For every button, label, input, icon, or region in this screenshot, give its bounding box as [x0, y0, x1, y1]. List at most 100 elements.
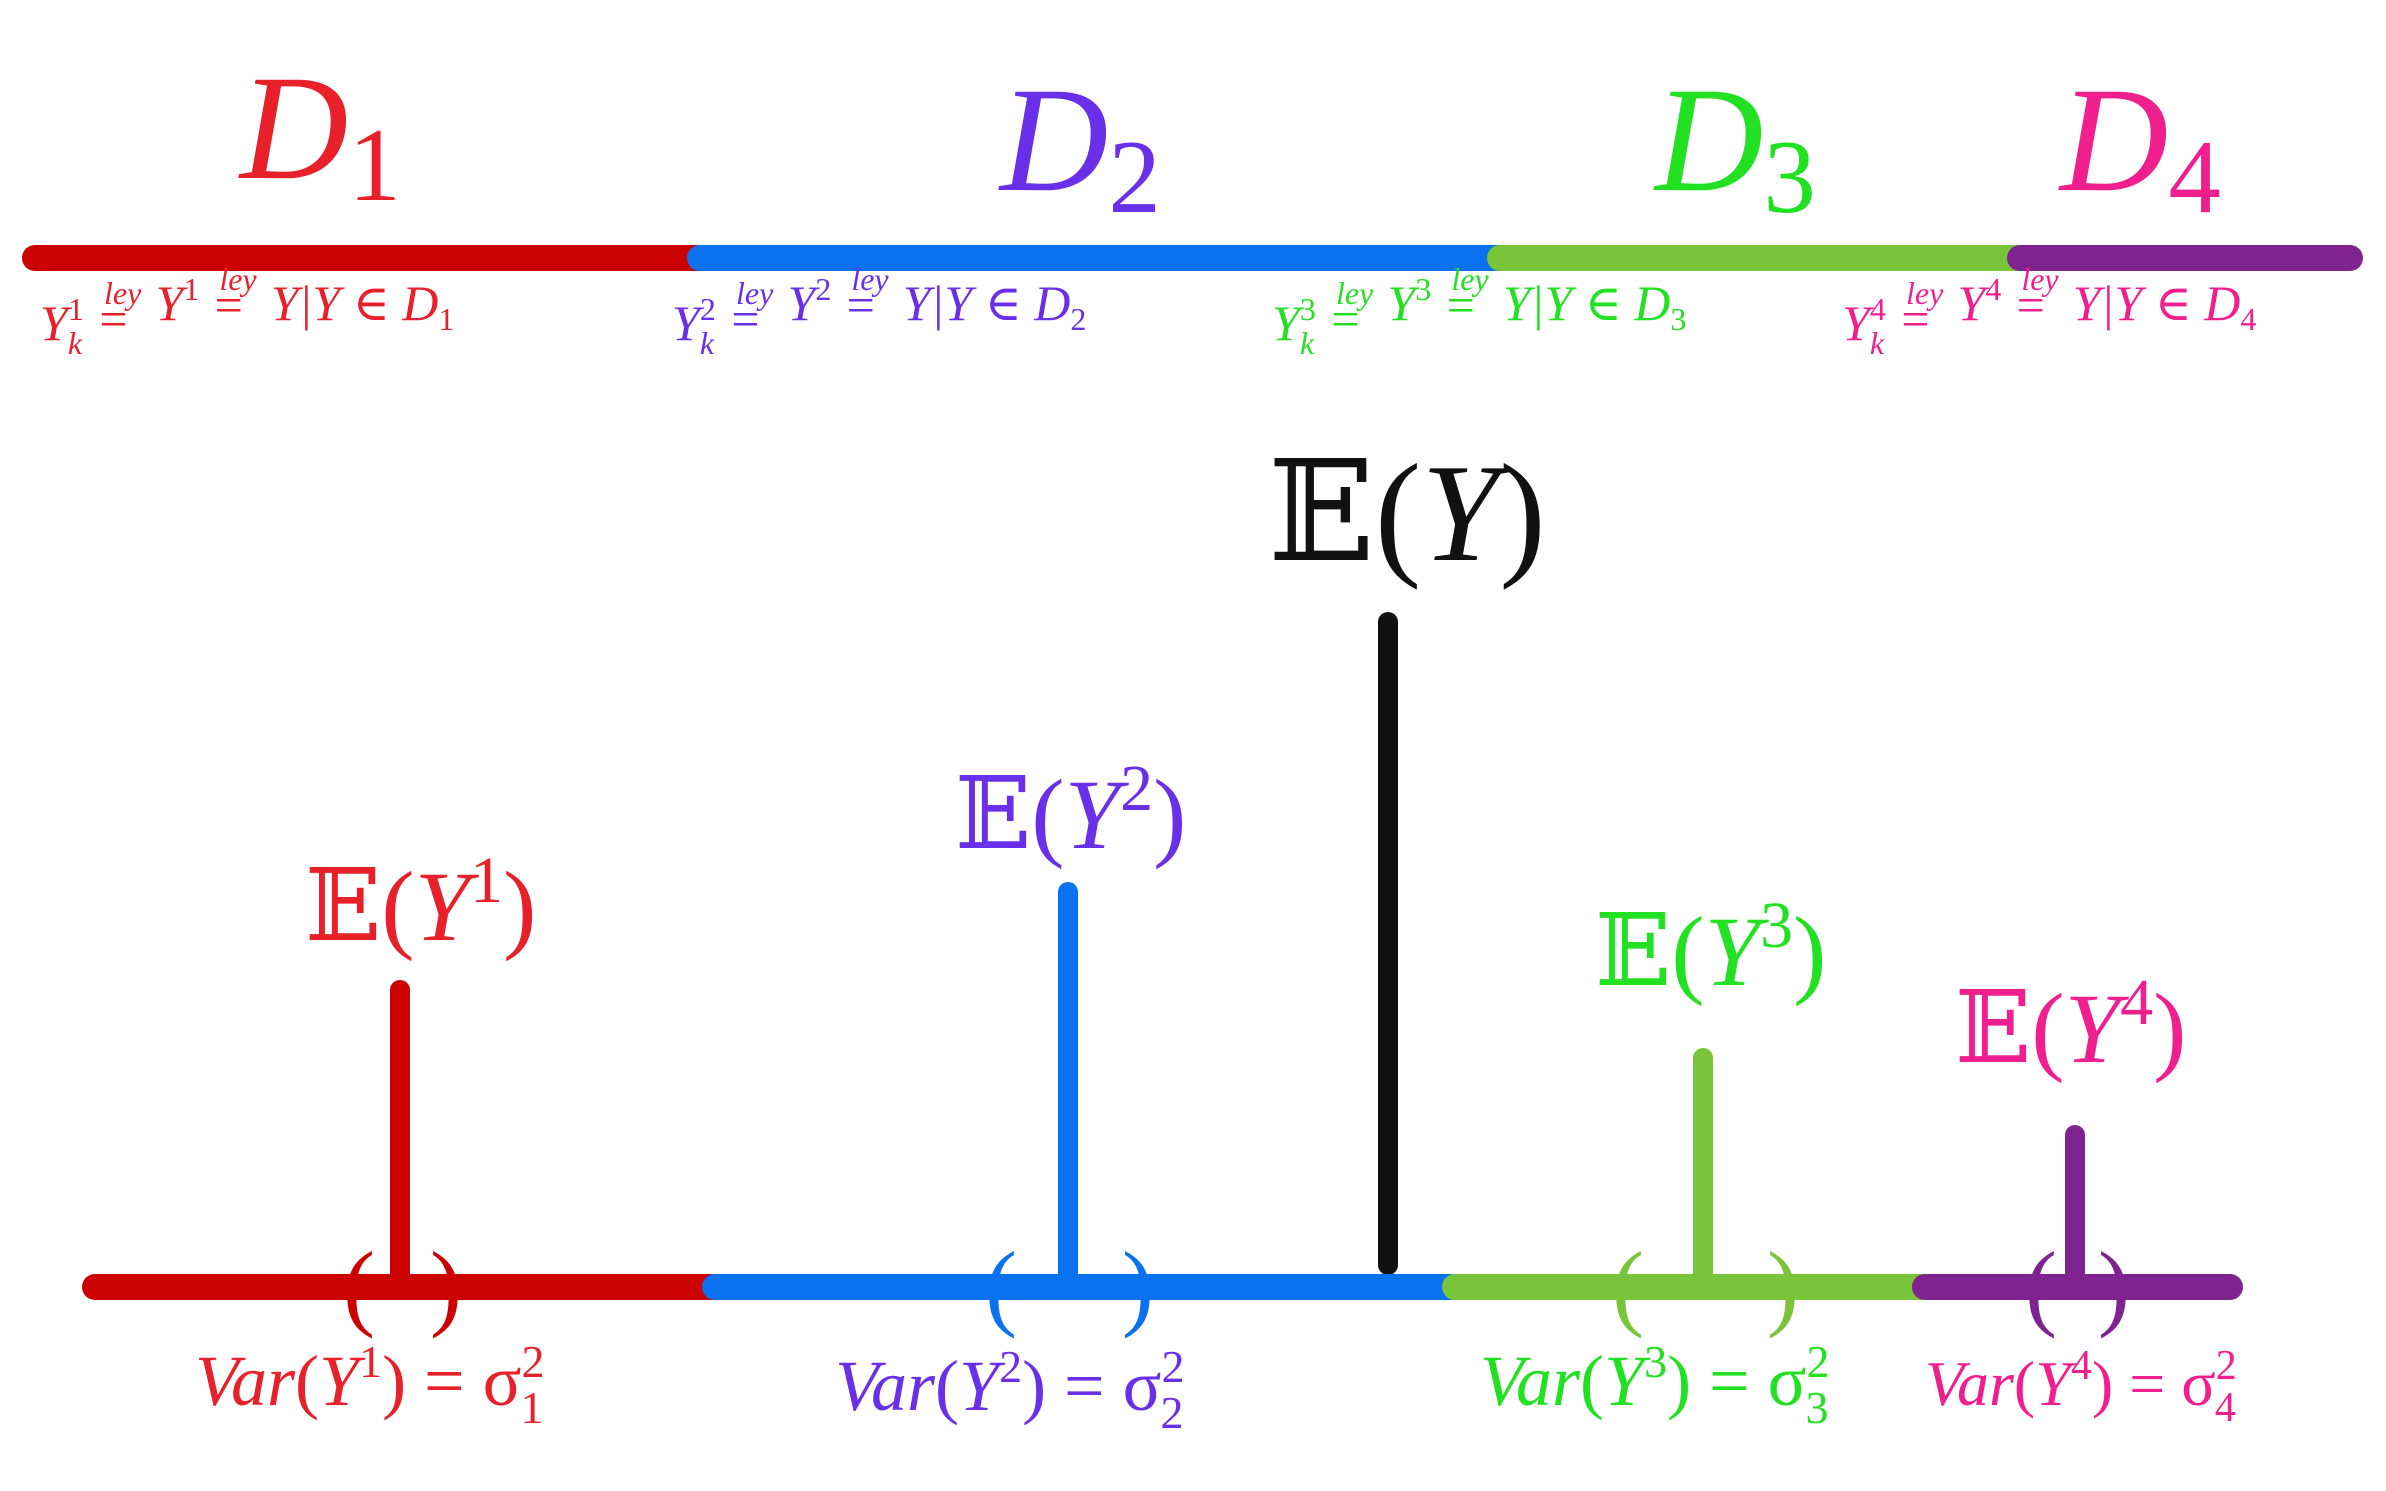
square: 2	[1161, 1341, 1184, 1392]
law-k: k	[68, 325, 83, 361]
sigma-index: 3	[1805, 1382, 1828, 1433]
variable-y: Y	[959, 1346, 1006, 1426]
law-ysup: 4	[1985, 271, 2001, 307]
variable-y: Y	[1421, 436, 1512, 591]
mean-label-d3: 𝔼(Y3)	[1595, 889, 1826, 1007]
law-ley: ley	[851, 261, 889, 297]
domain-letter: D	[2058, 57, 2168, 223]
law-cond: Y|Y ∈ D	[2073, 275, 2240, 331]
bracket-right-d3: )	[1767, 1232, 1799, 1339]
paren: )	[1153, 759, 1186, 870]
bracket-left-d4: (	[2025, 1232, 2057, 1339]
law-ley: ley	[1906, 275, 1944, 311]
domain-index: 4	[2168, 118, 2221, 235]
law-condidx: 1	[438, 301, 454, 337]
law-ley: ley	[1336, 275, 1374, 311]
variance-label-d4: Var(Y4) = σ2 4	[1925, 1343, 2237, 1431]
square: 2	[2216, 1343, 2237, 1389]
law-d3: Y3 kley= Y3 ley= Y|Y ∈ D3	[1272, 261, 1686, 361]
paren: (	[2031, 973, 2064, 1084]
law-eq: =	[1331, 291, 1359, 347]
law-ley: ley	[219, 261, 257, 297]
expectation-symbol: 𝔼	[305, 851, 381, 962]
domain-letter: D	[238, 45, 348, 211]
variable-y: Y	[319, 1341, 366, 1421]
law-k: k	[1300, 325, 1315, 361]
law-ley: ley	[2021, 261, 2059, 297]
law-eq: =	[99, 291, 127, 347]
paren: (	[381, 851, 414, 962]
paren: )	[2153, 973, 2186, 1084]
law-yk: Y	[40, 295, 73, 351]
bracket-right-d1: )	[430, 1232, 462, 1339]
law-ysup: 1	[183, 271, 199, 307]
bracket-right-d4: )	[2098, 1232, 2130, 1339]
variable-y: Y	[1065, 759, 1130, 870]
law-condidx: 3	[1670, 301, 1686, 337]
law-ysup: 3	[1415, 271, 1431, 307]
superscript: 4	[2120, 966, 2153, 1039]
paren: (	[1671, 896, 1704, 1007]
domain-title-d3: D3	[1653, 57, 1816, 235]
domain-index: 3	[1763, 118, 1816, 235]
domain-letter: D	[1653, 57, 1763, 223]
domain-title-d1: D1	[238, 45, 401, 223]
mean-label-d4: 𝔼(Y4)	[1955, 966, 2186, 1084]
bracket-right-d2: )	[1122, 1232, 1154, 1339]
law-d4: Y4 kley= Y4 ley= Y|Y ∈ D4	[1842, 261, 2256, 361]
law-y: Y	[156, 275, 189, 331]
law-sup: 4	[1870, 291, 1886, 327]
domain-title-d2: D2	[998, 57, 1161, 235]
expectation-symbol: 𝔼	[1268, 436, 1375, 591]
sigma-index: 2	[1160, 1387, 1183, 1438]
law-yk: Y	[1272, 295, 1305, 351]
domain-title-d4: D4	[2058, 57, 2221, 235]
paren: (	[1375, 436, 1422, 591]
domain-index: 2	[1108, 118, 1161, 235]
variance-label-d1: Var(Y1) = σ2 1	[195, 1336, 544, 1433]
variance-rhs: ) = σ	[382, 1341, 521, 1421]
law-eq: =	[847, 277, 875, 333]
law-condidx: 4	[2240, 301, 2256, 337]
expectation-symbol: 𝔼	[1595, 896, 1671, 1007]
superscript: 1	[470, 844, 503, 917]
law-d2: Y2 kley= Y2 ley= Y|Y ∈ D2	[672, 261, 1086, 361]
variable-y: Y	[1705, 896, 1770, 1007]
law-eq: =	[2017, 277, 2045, 333]
overall-mean-label: 𝔼(Y)	[1268, 436, 1546, 591]
paren: )	[1499, 436, 1546, 591]
law-eq: =	[215, 277, 243, 333]
superscript: 1	[359, 1336, 382, 1387]
variance-rhs: ) = σ	[2092, 1348, 2216, 1419]
law-ysup: 2	[815, 271, 831, 307]
superscript: 3	[1644, 1336, 1667, 1387]
law-ley: ley	[736, 275, 774, 311]
law-sup: 3	[1300, 291, 1316, 327]
variable-y: Y	[1604, 1341, 1651, 1421]
variance-rhs: ) = σ	[1022, 1346, 1161, 1426]
sigma-index: 1	[520, 1382, 543, 1433]
bracket-left-d1: (	[343, 1232, 375, 1339]
expectation-symbol: 𝔼	[1955, 973, 2031, 1084]
variance-rhs: ) = σ	[1667, 1341, 1806, 1421]
law-yk: Y	[672, 295, 705, 351]
domain-letter: D	[998, 57, 1108, 223]
law-sup: 1	[68, 291, 84, 327]
variance-name: Var	[195, 1341, 296, 1421]
law-k: k	[1870, 325, 1885, 361]
law-y: Y	[788, 275, 821, 331]
variance-label-d3: Var(Y3) = σ2 3	[1480, 1336, 1829, 1433]
superscript: 4	[2071, 1343, 2092, 1389]
law-eq: =	[731, 291, 759, 347]
variable-y: Y	[2035, 1348, 2077, 1419]
law-cond: Y|Y ∈ D	[271, 275, 438, 331]
bracket-left-d3: (	[1612, 1232, 1644, 1339]
paren: (	[1580, 1341, 1604, 1421]
mean-label-d2: 𝔼(Y2)	[955, 752, 1186, 870]
law-ley: ley	[104, 275, 142, 311]
variance-name: Var	[1925, 1348, 2015, 1419]
square: 2	[1806, 1336, 1829, 1387]
variance-label-d2: Var(Y2) = σ2 2	[835, 1341, 1184, 1438]
paren: )	[1793, 896, 1826, 1007]
